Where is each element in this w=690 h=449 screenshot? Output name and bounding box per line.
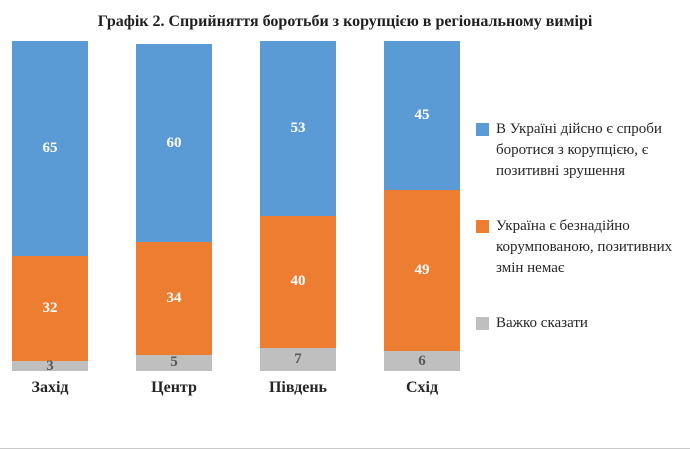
legend-swatch [476, 220, 489, 233]
bar-segment: 49 [384, 189, 460, 352]
legend-label: Важко сказати [496, 315, 588, 331]
bar-column: 45 49 6 Схід [384, 41, 460, 397]
bar-segment: 7 [260, 347, 336, 371]
category-label: Захід [31, 379, 69, 396]
category-label: Центр [151, 379, 197, 396]
bar-column: 60 34 5 Центр [136, 44, 212, 397]
legend-swatch [476, 123, 489, 136]
bar-segment: 34 [136, 242, 212, 355]
bar-segment: 3 [12, 358, 88, 373]
legend-item: В Україні дійсно є спроби боротися з кор… [476, 119, 688, 182]
bar-stack: 53 40 7 [260, 41, 336, 371]
plot-area: 65 32 3 Захід 60 34 5 Центр 53 40 7 Південь 45 49 6 Схі… [10, 41, 462, 397]
legend: В Україні дійсно є спроби боротися з кор… [476, 57, 688, 397]
category-label: Південь [268, 379, 327, 396]
chart-body: 65 32 3 Захід 60 34 5 Центр 53 40 7 Південь 45 49 6 Схі… [0, 41, 690, 397]
legend-item: Україна є безнадійно корумпованою, позит… [476, 216, 688, 279]
legend-label: Україна є безнадійно корумпованою, позит… [496, 218, 673, 276]
bar-segment: 5 [136, 354, 212, 371]
bar-segment: 45 [384, 41, 460, 190]
bar-column: 65 32 3 Захід [12, 41, 88, 397]
bar-segment: 60 [136, 44, 212, 243]
bar-stack: 65 32 3 [12, 41, 88, 373]
bar-segment: 32 [12, 255, 88, 362]
category-label: Схід [405, 379, 439, 396]
legend-item: Важко сказати [476, 313, 688, 334]
bar-segment: 65 [12, 41, 88, 256]
legend-label: В Україні дійсно є спроби боротися з кор… [496, 121, 662, 179]
chart-title: Графік 2. Сприйняття боротьби з корупціє… [97, 13, 593, 30]
legend-swatch [476, 317, 489, 330]
bar-column: 53 40 7 Південь [260, 41, 336, 397]
bar-segment: 6 [384, 351, 460, 371]
bar-stack: 45 49 6 [384, 41, 460, 371]
bar-segment: 40 [260, 215, 336, 348]
bar-segment: 53 [260, 41, 336, 216]
bar-stack: 60 34 5 [136, 44, 212, 371]
